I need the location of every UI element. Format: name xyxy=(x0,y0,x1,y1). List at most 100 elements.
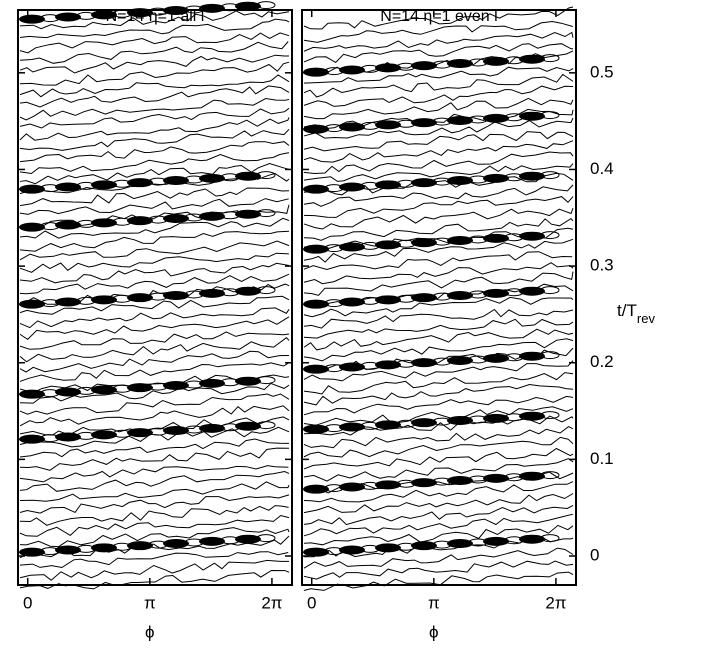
contour-ring xyxy=(256,1,276,10)
contour-peak xyxy=(447,236,473,246)
x-axis-label: ϕ xyxy=(429,622,439,641)
contour-peak xyxy=(483,288,509,298)
contour-line xyxy=(303,481,574,503)
contour-line xyxy=(19,141,290,163)
contour-peak xyxy=(55,432,81,442)
contour-line xyxy=(19,217,290,239)
contour-peak xyxy=(19,299,45,309)
contour-peak xyxy=(127,293,153,303)
contour-line xyxy=(303,318,574,339)
contour-line xyxy=(19,262,290,284)
contour-peak xyxy=(483,56,509,66)
contour-peak xyxy=(519,111,545,121)
contour-line xyxy=(303,513,574,537)
contour-line xyxy=(303,117,574,139)
contour-line xyxy=(303,196,574,218)
contour-peak xyxy=(483,473,509,483)
contour-peak xyxy=(127,383,153,393)
contour-line xyxy=(303,308,574,329)
contour-peak xyxy=(55,182,81,192)
contour-peak xyxy=(19,14,45,24)
contour-line xyxy=(303,338,574,362)
contour-peak xyxy=(519,231,545,241)
contour-line xyxy=(19,107,290,129)
contour-peak xyxy=(447,116,473,126)
x-tick-label: π xyxy=(144,593,156,612)
contour-peak xyxy=(339,182,365,192)
contour-peak xyxy=(339,482,365,492)
x-tick-label: 0 xyxy=(23,593,32,612)
contour-peak xyxy=(339,122,365,132)
contour-peak xyxy=(411,418,437,428)
contour-peak xyxy=(483,536,509,546)
contour-peak xyxy=(199,536,225,546)
x-tick-label: 2π xyxy=(261,593,282,612)
contour-ring xyxy=(540,471,560,480)
contour-ring xyxy=(540,534,560,543)
y-tick-label: 0.2 xyxy=(590,352,614,371)
contour-peak xyxy=(519,54,545,64)
contour-line xyxy=(303,458,574,482)
contour-peak xyxy=(199,423,225,433)
contour-peak xyxy=(303,299,329,309)
contour-peak xyxy=(375,240,401,250)
contour-peak xyxy=(375,180,401,190)
x-tick-label: π xyxy=(428,593,440,612)
contour-line xyxy=(303,6,574,30)
contour-peak xyxy=(519,471,545,481)
contour-ring xyxy=(256,286,276,295)
contour-peak xyxy=(235,286,261,296)
contour-peak xyxy=(411,61,437,71)
contour-ring xyxy=(540,54,560,63)
contour-peak xyxy=(339,422,365,432)
contour-line xyxy=(19,438,290,458)
contour-line xyxy=(19,61,290,86)
contour-line xyxy=(303,383,574,406)
contour-ring xyxy=(256,171,276,180)
contour-peak xyxy=(55,220,81,230)
contour-peak xyxy=(19,222,45,232)
contour-peak xyxy=(55,545,81,555)
contour-peak xyxy=(19,389,45,399)
contour-line xyxy=(303,140,574,163)
contour-line xyxy=(19,85,290,108)
contour-ring xyxy=(540,111,560,120)
panel-title: N=14 η=1 all l xyxy=(106,8,205,25)
contour-peak xyxy=(127,216,153,226)
contour-line xyxy=(19,447,290,471)
contour-line xyxy=(19,252,289,273)
contour-peak xyxy=(91,543,117,553)
contour-line xyxy=(303,406,574,426)
contour-line xyxy=(19,295,290,315)
contour-line xyxy=(303,262,574,285)
y-tick-label: 0 xyxy=(590,545,599,564)
contour-peak xyxy=(55,297,81,307)
contour-peak xyxy=(411,238,437,248)
contour-ring xyxy=(256,376,276,385)
contour-peak xyxy=(339,362,365,372)
contour-peak xyxy=(483,113,509,123)
contour-peak xyxy=(519,411,545,421)
contour-line xyxy=(303,436,574,458)
contour-peak xyxy=(303,244,329,254)
contour-line xyxy=(303,131,574,152)
contour-line xyxy=(303,504,574,526)
contour-line xyxy=(303,493,574,514)
contour-peak xyxy=(519,534,545,544)
contour-line xyxy=(19,41,289,64)
contour-ring xyxy=(256,534,276,543)
contour-peak xyxy=(235,209,261,219)
contour-peak xyxy=(91,10,117,20)
contour-line xyxy=(19,393,290,415)
contour-peak xyxy=(483,173,509,183)
contour-line xyxy=(19,426,290,448)
contour-ring xyxy=(540,411,560,420)
contour-line xyxy=(19,382,290,404)
contour-line xyxy=(303,208,574,230)
contour-line xyxy=(303,97,574,120)
contour-line xyxy=(19,240,290,261)
contour-line xyxy=(303,426,574,449)
contour-line xyxy=(19,32,290,54)
contour-peak xyxy=(411,118,437,128)
contour-line xyxy=(19,187,290,207)
